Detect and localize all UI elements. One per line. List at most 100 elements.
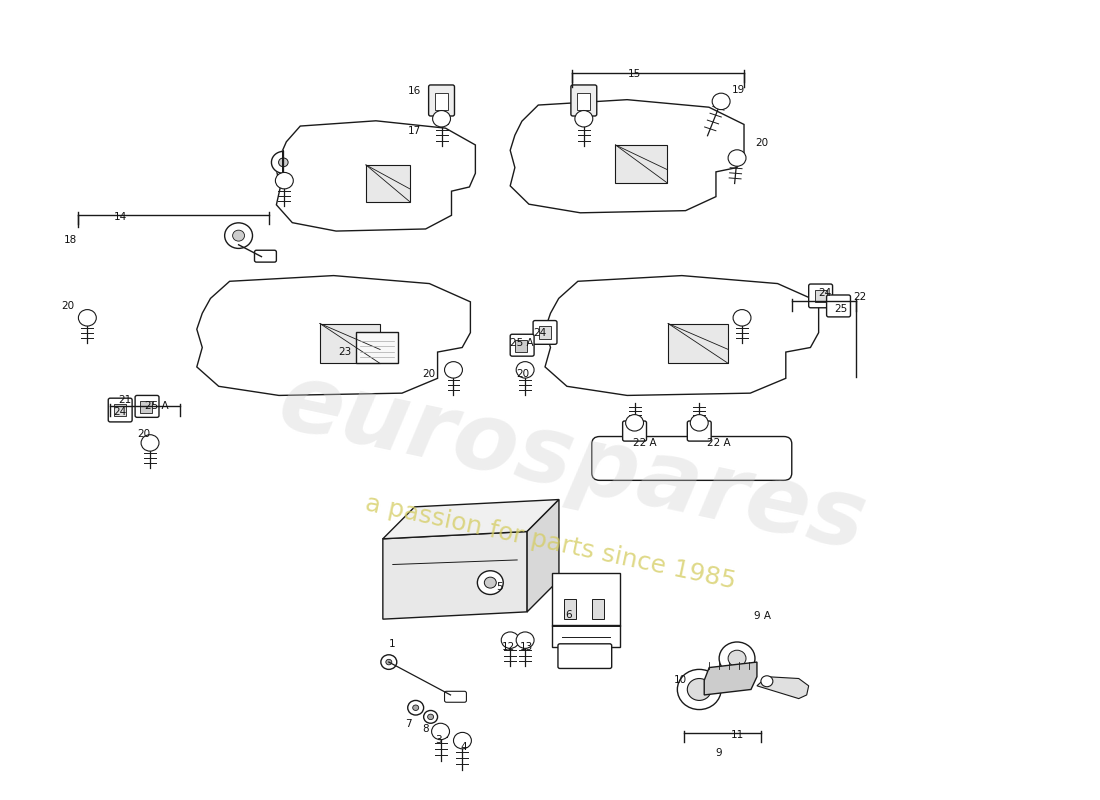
- Text: 23: 23: [338, 346, 351, 357]
- Text: 18: 18: [64, 235, 77, 245]
- Circle shape: [381, 654, 397, 670]
- Circle shape: [733, 310, 751, 326]
- Circle shape: [516, 362, 535, 378]
- Bar: [552, 574, 619, 626]
- Circle shape: [224, 223, 253, 249]
- Circle shape: [691, 414, 708, 431]
- FancyBboxPatch shape: [135, 395, 160, 418]
- Bar: [140, 401, 152, 413]
- Text: 9: 9: [716, 748, 723, 758]
- Text: 8: 8: [422, 724, 429, 734]
- Bar: [815, 290, 826, 302]
- Circle shape: [141, 434, 160, 451]
- Circle shape: [712, 93, 730, 110]
- Circle shape: [408, 701, 424, 715]
- Circle shape: [424, 710, 438, 723]
- Bar: [434, 93, 448, 110]
- FancyBboxPatch shape: [429, 85, 454, 116]
- Text: 4: 4: [460, 742, 466, 752]
- Text: 21: 21: [119, 395, 132, 405]
- Bar: [356, 331, 398, 362]
- Bar: [576, 93, 590, 110]
- FancyBboxPatch shape: [592, 437, 792, 480]
- FancyBboxPatch shape: [510, 334, 535, 356]
- Circle shape: [728, 650, 746, 666]
- Circle shape: [678, 670, 722, 710]
- Bar: [320, 323, 381, 363]
- Text: 15: 15: [628, 69, 641, 79]
- Text: 20: 20: [422, 369, 436, 378]
- Circle shape: [719, 642, 755, 675]
- Text: 24: 24: [113, 407, 127, 417]
- Text: 20: 20: [138, 429, 151, 438]
- Circle shape: [232, 230, 244, 241]
- Polygon shape: [383, 499, 559, 538]
- PathPatch shape: [197, 275, 471, 395]
- Circle shape: [516, 632, 535, 648]
- FancyBboxPatch shape: [108, 398, 132, 422]
- FancyBboxPatch shape: [623, 421, 647, 441]
- Polygon shape: [704, 662, 757, 695]
- Text: 14: 14: [113, 212, 127, 222]
- FancyBboxPatch shape: [558, 644, 612, 669]
- PathPatch shape: [544, 275, 818, 395]
- Text: 7: 7: [406, 719, 412, 729]
- FancyBboxPatch shape: [254, 250, 276, 262]
- Polygon shape: [383, 531, 527, 619]
- Circle shape: [484, 577, 496, 588]
- Text: 22 A: 22 A: [632, 438, 657, 448]
- Circle shape: [412, 705, 419, 710]
- Text: 17: 17: [407, 126, 420, 136]
- Bar: [515, 340, 527, 352]
- Text: 5: 5: [496, 582, 503, 592]
- Bar: [592, 599, 604, 619]
- Text: 1: 1: [389, 639, 396, 649]
- FancyBboxPatch shape: [688, 421, 712, 441]
- Text: 13: 13: [519, 642, 532, 651]
- Polygon shape: [527, 499, 559, 612]
- Circle shape: [761, 676, 773, 686]
- Text: 22: 22: [854, 292, 867, 302]
- Circle shape: [453, 732, 472, 749]
- Circle shape: [626, 414, 644, 431]
- Circle shape: [688, 678, 712, 701]
- Circle shape: [386, 659, 392, 665]
- Text: 19: 19: [733, 85, 746, 94]
- Text: 24: 24: [818, 288, 832, 298]
- Text: 22 A: 22 A: [707, 438, 732, 448]
- Bar: [366, 165, 409, 202]
- Text: 24: 24: [534, 328, 547, 338]
- Text: 25 A: 25 A: [510, 338, 534, 348]
- PathPatch shape: [510, 100, 744, 213]
- Bar: [114, 404, 126, 417]
- Text: 9 A: 9 A: [754, 611, 771, 622]
- Bar: [539, 326, 551, 339]
- Text: 3: 3: [436, 734, 442, 745]
- Circle shape: [275, 173, 294, 189]
- Circle shape: [432, 110, 451, 127]
- Text: 20: 20: [62, 301, 75, 311]
- Text: 25 A: 25 A: [145, 402, 168, 411]
- Circle shape: [477, 570, 503, 594]
- Text: 16: 16: [407, 86, 420, 96]
- Text: 12: 12: [502, 642, 515, 651]
- FancyBboxPatch shape: [571, 85, 597, 116]
- Circle shape: [431, 723, 450, 740]
- FancyBboxPatch shape: [534, 321, 557, 344]
- FancyBboxPatch shape: [444, 691, 466, 702]
- Text: 11: 11: [730, 730, 744, 740]
- Polygon shape: [272, 151, 284, 174]
- PathPatch shape: [276, 121, 475, 231]
- FancyBboxPatch shape: [808, 284, 833, 308]
- FancyBboxPatch shape: [826, 295, 850, 317]
- Polygon shape: [757, 677, 808, 698]
- Text: a passion for parts since 1985: a passion for parts since 1985: [363, 492, 737, 594]
- Bar: [564, 599, 576, 619]
- Circle shape: [728, 150, 746, 166]
- Text: 10: 10: [674, 675, 688, 686]
- Circle shape: [502, 632, 519, 648]
- Circle shape: [575, 110, 593, 127]
- Circle shape: [444, 362, 462, 378]
- Text: 20: 20: [755, 138, 768, 149]
- Text: 20: 20: [516, 369, 529, 378]
